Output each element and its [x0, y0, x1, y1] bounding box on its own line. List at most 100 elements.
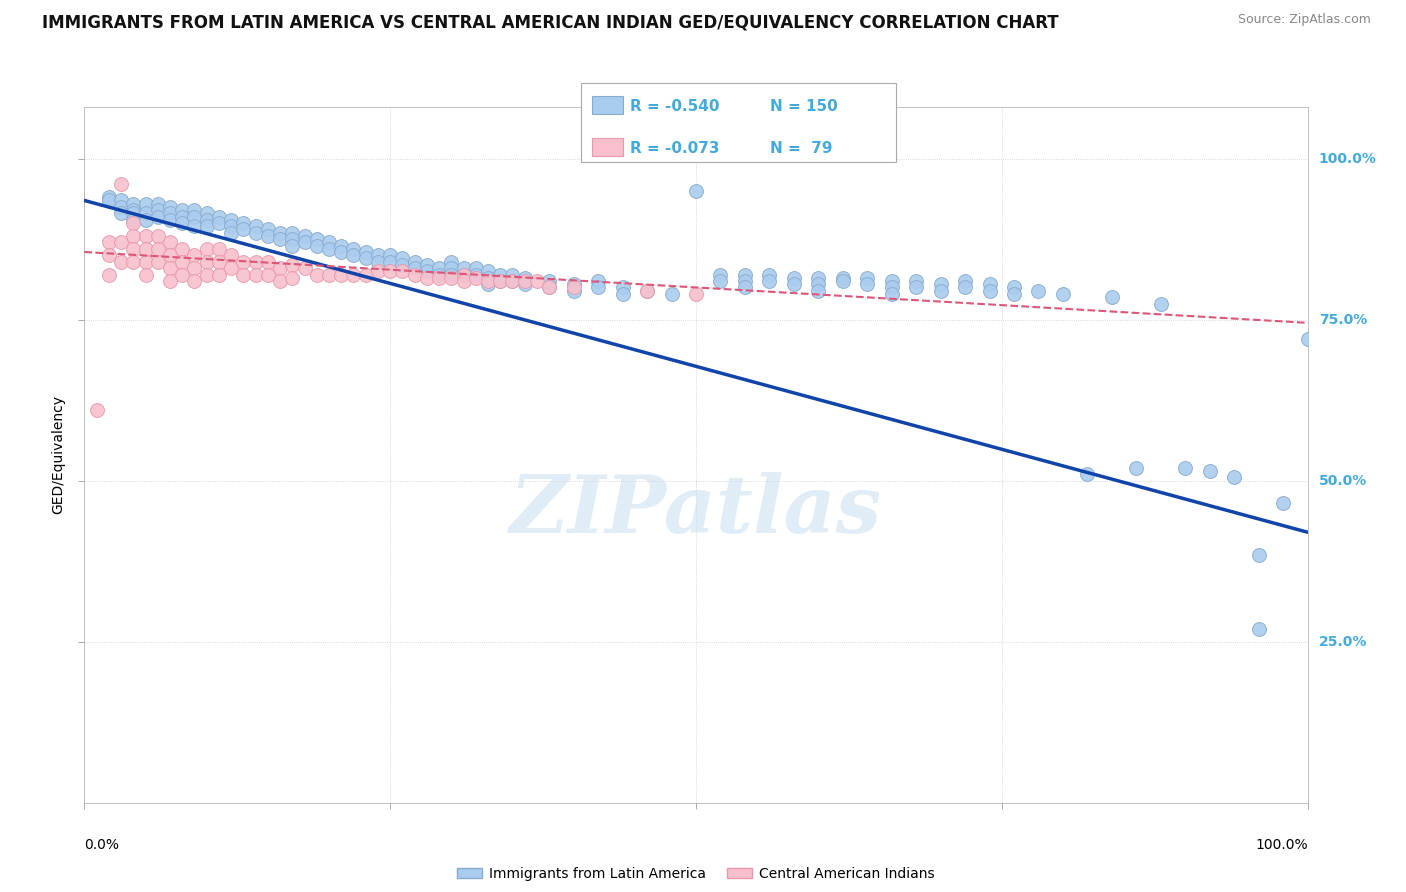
Point [183, 261, 205, 276]
Point [807, 277, 830, 292]
Point [427, 261, 450, 276]
Point [391, 264, 413, 278]
Point [477, 270, 499, 285]
Text: R = -0.073: R = -0.073 [630, 141, 720, 155]
Point [245, 254, 267, 268]
Point [1272, 496, 1295, 510]
Point [685, 184, 707, 198]
Point [305, 232, 328, 246]
Point [501, 268, 523, 282]
Text: N =  79: N = 79 [770, 141, 832, 155]
Point [183, 210, 205, 224]
Point [1125, 460, 1147, 475]
Point [416, 270, 439, 285]
Point [257, 268, 280, 282]
Point [294, 235, 316, 250]
Point [1247, 622, 1270, 636]
Point [208, 210, 231, 224]
Point [562, 277, 585, 292]
Point [1247, 548, 1270, 562]
Point [562, 280, 585, 294]
Point [513, 270, 536, 285]
Point [172, 268, 194, 282]
Point [1223, 470, 1246, 484]
Point [380, 254, 402, 268]
Point [135, 206, 157, 220]
Point [257, 254, 280, 268]
Point [232, 268, 254, 282]
Point [110, 206, 132, 220]
Point [404, 261, 426, 276]
Point [122, 254, 145, 268]
Point [281, 270, 304, 285]
Point [979, 284, 1001, 298]
Point [513, 274, 536, 288]
Point [513, 277, 536, 292]
Point [342, 242, 364, 256]
Point [195, 219, 218, 234]
Point [1296, 332, 1319, 346]
Point [636, 284, 658, 298]
Point [586, 280, 609, 294]
Point [953, 274, 976, 288]
Point [183, 203, 205, 218]
Point [880, 286, 903, 301]
Point [135, 242, 157, 256]
Point [122, 212, 145, 227]
Text: 0.0%: 0.0% [84, 838, 120, 852]
Point [453, 268, 475, 282]
Point [709, 268, 731, 282]
Point [661, 286, 683, 301]
Point [709, 274, 731, 288]
Point [404, 254, 426, 268]
Point [464, 268, 486, 282]
Point [880, 280, 903, 294]
Point [427, 268, 450, 282]
Point [783, 277, 806, 292]
Point [110, 178, 132, 192]
Point [538, 280, 561, 294]
Point [367, 248, 389, 262]
Point [159, 274, 181, 288]
Point [905, 280, 928, 294]
Point [538, 280, 561, 294]
Point [305, 268, 328, 282]
Point [1052, 286, 1074, 301]
Point [146, 210, 169, 224]
Point [172, 254, 194, 268]
Point [159, 261, 181, 276]
Point [477, 274, 499, 288]
Point [219, 248, 242, 262]
Point [219, 212, 242, 227]
Point [685, 286, 707, 301]
Point [783, 270, 806, 285]
Text: 25.0%: 25.0% [1319, 635, 1367, 648]
Point [257, 222, 280, 236]
Point [219, 219, 242, 234]
Point [453, 274, 475, 288]
Point [172, 216, 194, 230]
Point [1076, 467, 1098, 482]
Text: ZIPatlas: ZIPatlas [510, 472, 882, 549]
Point [856, 277, 879, 292]
Point [232, 222, 254, 236]
Point [391, 252, 413, 266]
Point [232, 216, 254, 230]
Point [330, 238, 353, 252]
Point [979, 277, 1001, 292]
Point [135, 254, 157, 268]
Point [526, 274, 548, 288]
Point [135, 268, 157, 282]
Point [110, 254, 132, 268]
Point [294, 228, 316, 243]
Point [159, 206, 181, 220]
Text: 75.0%: 75.0% [1319, 312, 1367, 326]
Point [416, 258, 439, 272]
Point [1101, 290, 1123, 304]
Point [122, 228, 145, 243]
Point [354, 252, 377, 266]
Point [195, 206, 218, 220]
Point [1002, 280, 1025, 294]
Text: R = -0.540: R = -0.540 [630, 99, 720, 113]
Point [146, 228, 169, 243]
